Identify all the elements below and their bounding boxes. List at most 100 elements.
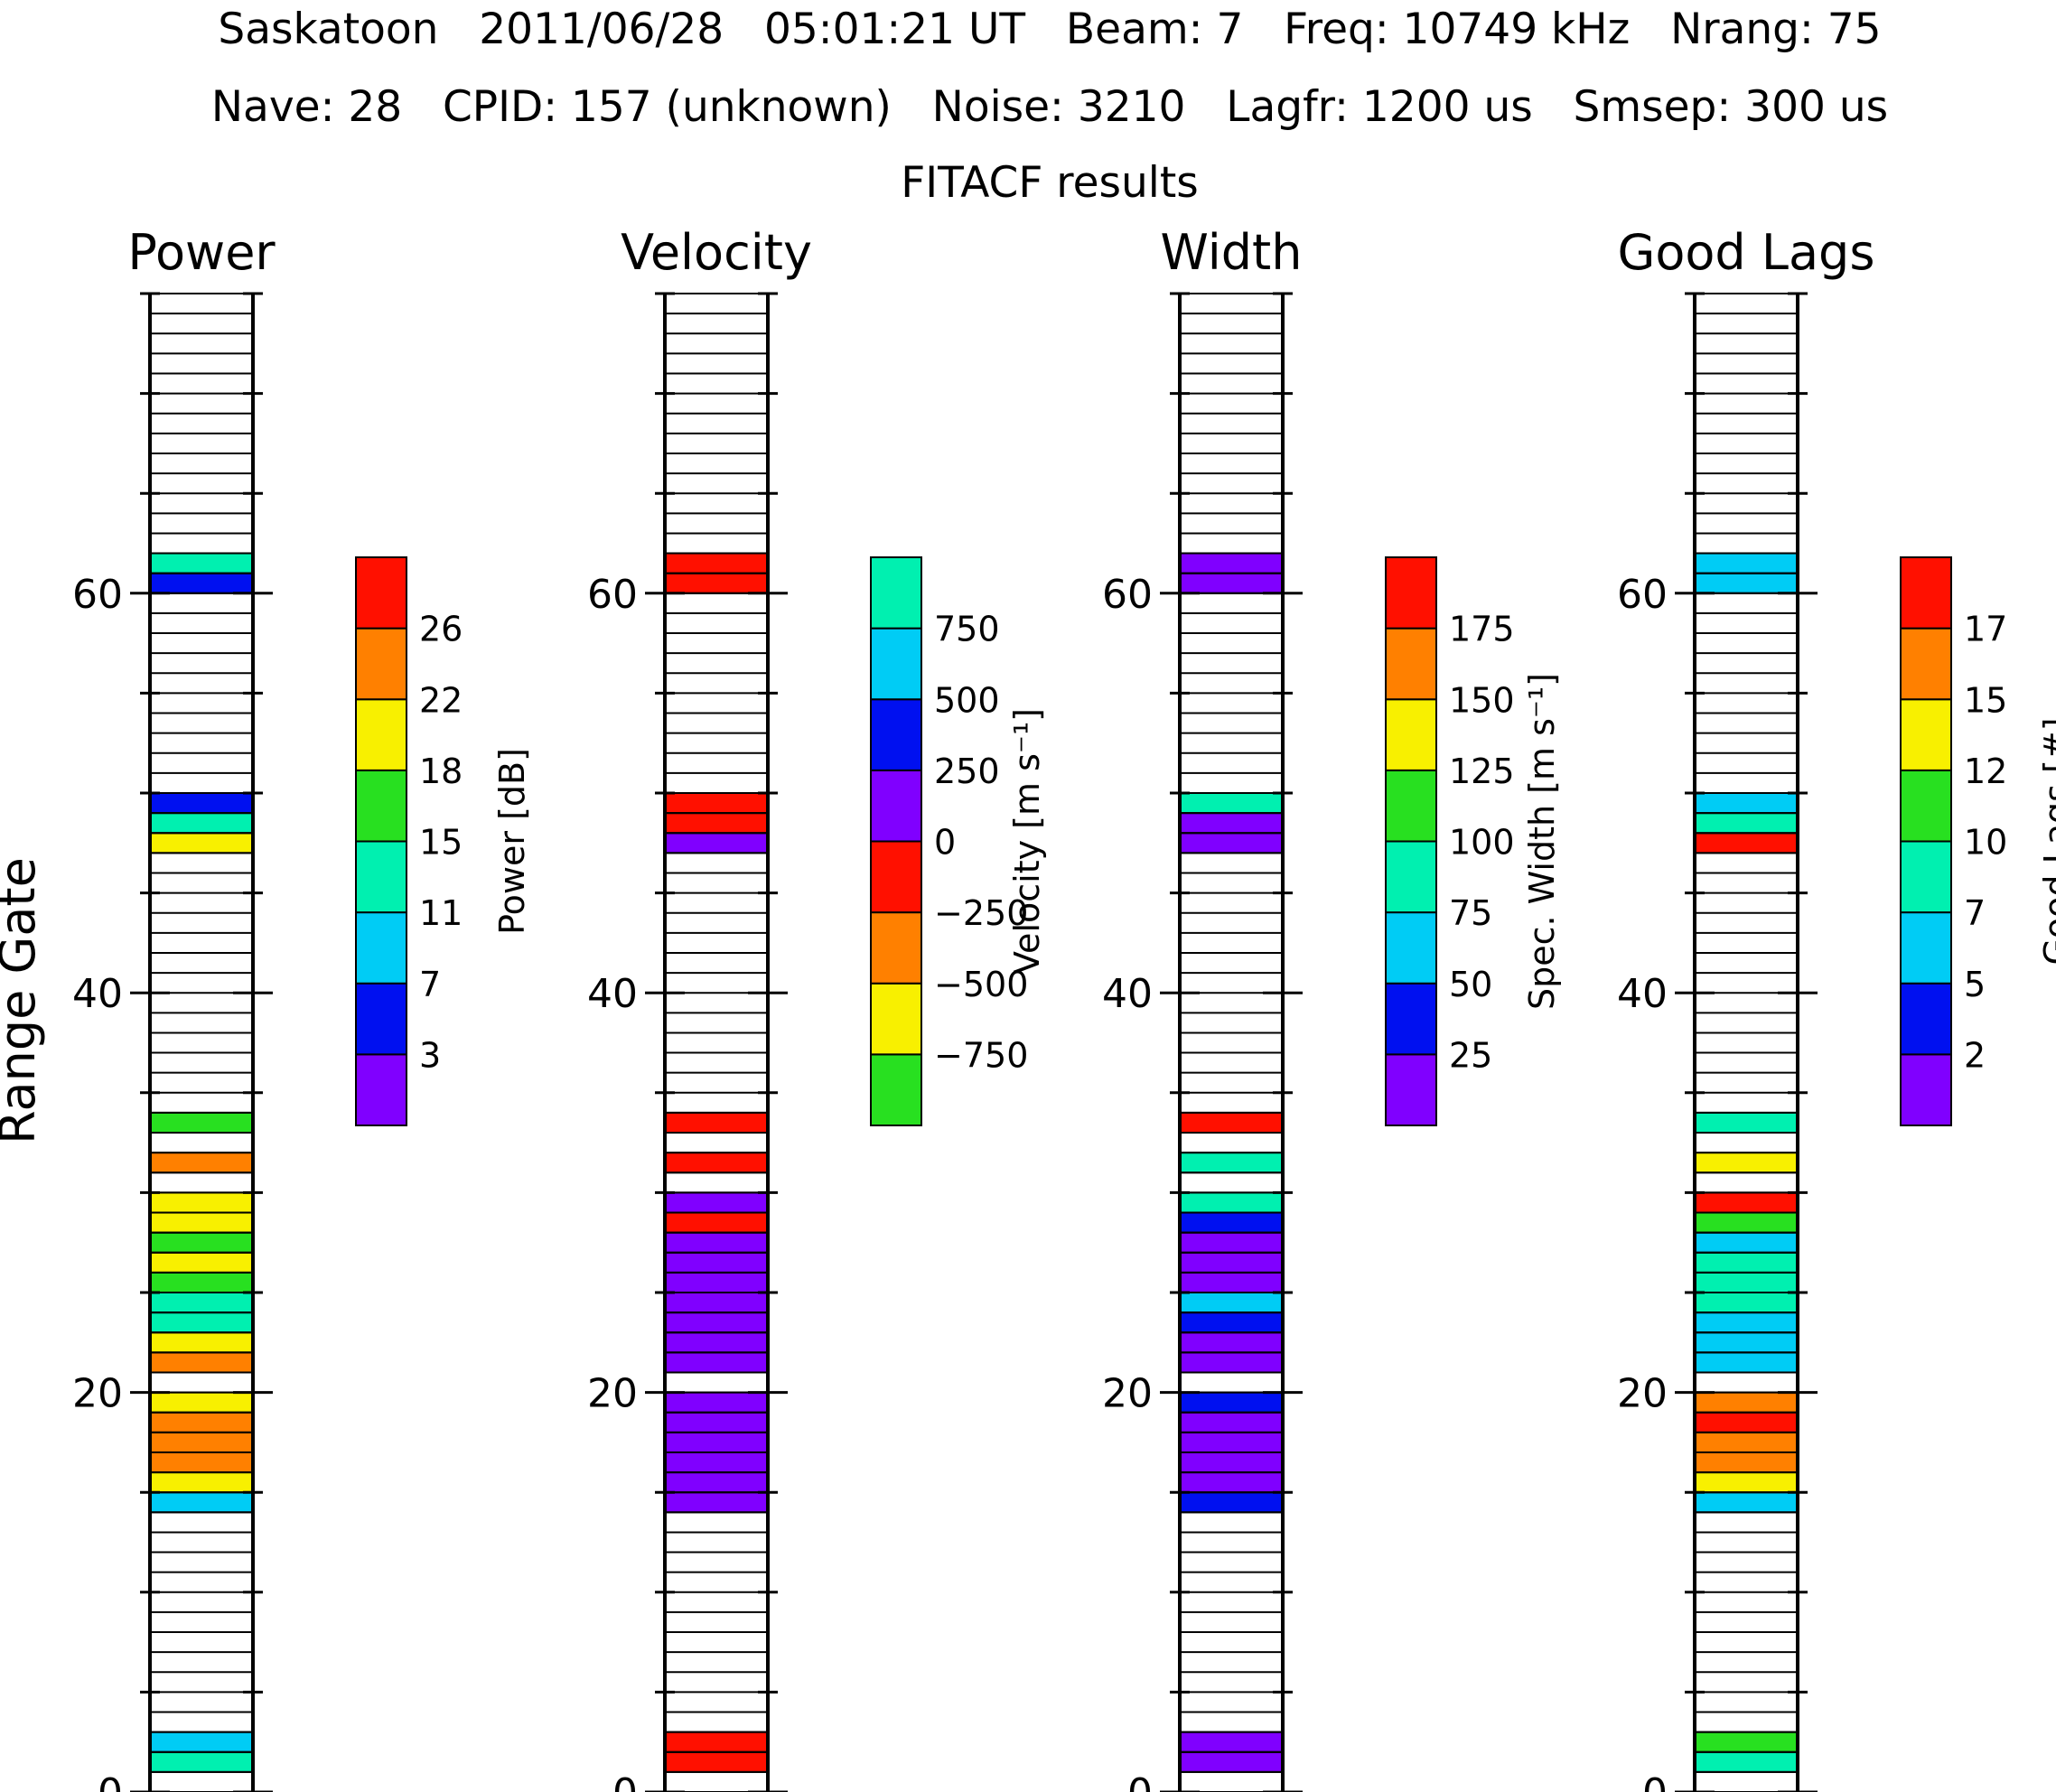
panel-title-velocity: Velocity [621,224,812,281]
colorbar-tick-label: 500 [934,680,1000,720]
colorbar-tick-label: 250 [934,751,1000,791]
colorbar-tick-label: −250 [934,893,1028,933]
range-cell-good-lags [1694,812,1799,835]
range-cell-velocity [664,1491,769,1514]
range-cell-velocity [664,1191,769,1214]
range-cell-velocity [664,792,769,815]
colorbar-segment [1900,698,1952,771]
colorbar-tick-label: −750 [934,1035,1028,1075]
range-cell-power [149,1391,254,1414]
colorbar-tick-label: 750 [934,610,1000,649]
colorbar-segment [355,769,407,843]
range-cell-good-lags [1694,1292,1799,1314]
colorbar-frame [1900,556,1952,1126]
header-line-3: FITACF results [901,158,1199,208]
colorbar-segment [1385,1053,1437,1126]
colorbar-tick-label: 10 [1964,823,2007,863]
range-cell-good-lags [1694,792,1799,815]
range-gate-label: Range Gate [0,857,46,1144]
colorbar-segment [870,982,922,1056]
panel-good-lags: Good Lags 0 20 40 60 2 5 7 10 12 15 17 Good Lags [#] [1617,224,2056,1792]
panel-velocity: Velocity 0 20 40 60 −750 −500 −250 0 250 500 750 Vel… [587,224,1047,1792]
colorbar-tick-label: 100 [1449,823,1515,863]
y-tick-label: 60 [72,572,123,618]
colorbar-tick-label: 7 [1964,893,1986,933]
range-cell-good-lags [1694,1411,1799,1433]
colorbar-segment [355,698,407,771]
range-cell-power [149,812,254,835]
colorbar-tick-label: 5 [1964,965,1986,1004]
range-cell-good-lags [1694,1152,1799,1174]
range-cell-power [149,552,254,574]
range-cell-width [1179,1431,1284,1453]
colorbar-label: Power [dB] [492,748,532,935]
colorbar-frame [870,556,922,1126]
colorbar-tick-label: 25 [1449,1035,1492,1075]
range-cell-velocity [664,832,769,854]
y-tick-label: 0 [98,1770,123,1792]
range-cell-good-lags [1694,1451,1799,1474]
range-cell-width [1179,832,1284,854]
range-cell-good-lags [1694,1431,1799,1453]
range-cell-power [149,1251,254,1274]
range-cell-power [149,832,254,854]
range-cell-power [149,1331,254,1354]
range-cell-width [1179,1152,1284,1174]
colorbar-segment [1900,911,1952,985]
colorbar-segment [870,840,922,914]
range-cell-velocity [664,812,769,835]
colorbar-segment [870,911,922,985]
range-cell-good-lags [1694,1231,1799,1254]
range-cell-good-lags [1694,1351,1799,1374]
colorbar-segment [870,769,922,843]
colorbar-segment [1385,627,1437,701]
colorbar-segment [355,840,407,914]
range-cell-velocity [664,1292,769,1314]
colorbar-segment [1900,982,1952,1056]
colorbar-segment [355,1053,407,1126]
range-cell-good-lags [1694,1211,1799,1234]
range-cell-good-lags [1694,1311,1799,1334]
y-tick-label: 40 [72,971,123,1017]
range-cell-power [149,1211,254,1234]
range-cell-good-lags [1694,1191,1799,1214]
y-tick-label: 20 [1617,1371,1668,1417]
y-tick-label: 0 [612,1770,638,1792]
colorbar-segment [355,556,407,630]
y-tick-label: 20 [587,1371,638,1417]
range-cell-velocity [664,552,769,574]
range-cell-velocity [664,1152,769,1174]
colorbar-segment [355,911,407,985]
range-cell-power [149,572,254,594]
range-cell-width [1179,572,1284,594]
colorbar-tick-label: 26 [419,610,463,649]
colorbar-label: Velocity [m s⁻¹] [1007,708,1047,975]
range-cell-good-lags [1694,1731,1799,1753]
colorbar-segment [355,627,407,701]
range-cell-velocity [664,1331,769,1354]
range-cell-good-lags [1694,1251,1799,1274]
y-tick-label: 40 [587,971,638,1017]
y-tick-label: 40 [1102,971,1153,1017]
range-cell-power [149,1491,254,1514]
colorbar-segment [870,1053,922,1126]
colorbar-tick-label: 11 [419,893,463,933]
range-cell-width [1179,1491,1284,1514]
range-cell-good-lags [1694,1491,1799,1514]
range-cell-velocity [664,1351,769,1374]
range-cell-width [1179,812,1284,835]
range-cell-power [149,1152,254,1174]
range-cell-velocity [664,1231,769,1254]
range-cell-good-lags [1694,572,1799,594]
range-cell-velocity [664,1311,769,1334]
colorbar-tick-label: 175 [1449,610,1515,649]
panel-title-power: Power [127,224,276,281]
range-cell-width [1179,1191,1284,1214]
range-cell-width [1179,1292,1284,1314]
range-cell-power [149,1292,254,1314]
range-cell-width [1179,1471,1284,1494]
colorbar-segment [1385,840,1437,914]
range-cell-velocity [664,1731,769,1753]
